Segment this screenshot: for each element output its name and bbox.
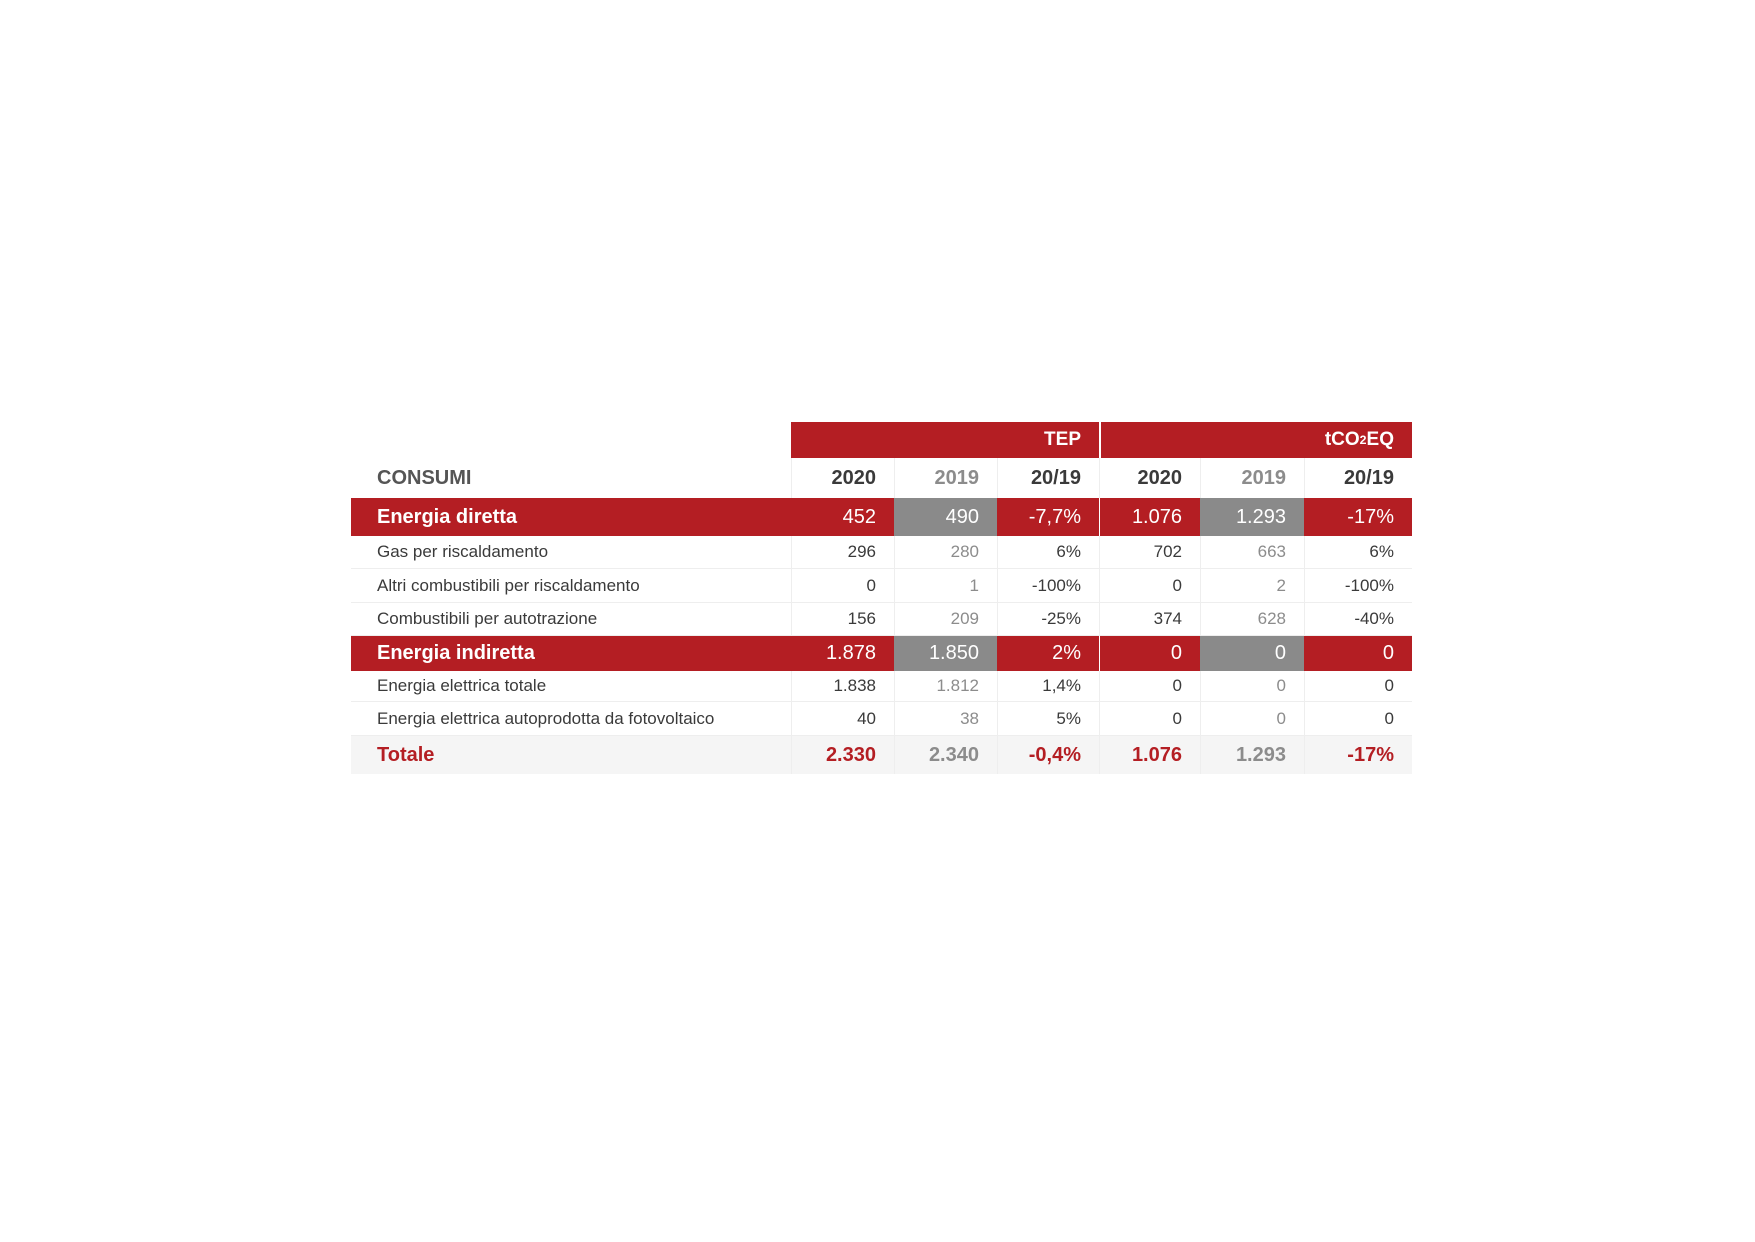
cell-value: -0,4%	[997, 736, 1099, 774]
cell-value: 1.076	[1099, 736, 1200, 774]
row-label: Gas per riscaldamento	[351, 536, 791, 569]
cell-value: 1.812	[894, 671, 997, 702]
column-header: 2019	[894, 458, 997, 498]
cell-value: 2.330	[791, 736, 894, 774]
cell-value: 1.293	[1200, 736, 1304, 774]
column-header: 2020	[1099, 458, 1200, 498]
row-label: Totale	[351, 736, 791, 774]
cell-value: 2%	[997, 636, 1099, 671]
row-label: Energia indiretta	[351, 636, 791, 671]
table-title: CONSUMI	[377, 466, 472, 489]
column-header: 2020	[791, 458, 894, 498]
cell-value: -100%	[997, 569, 1099, 603]
cell-value: 280	[894, 536, 997, 569]
cell-value: 6%	[1304, 536, 1412, 569]
cell-value: 0	[1099, 569, 1200, 603]
cell-value: 156	[791, 603, 894, 636]
cell-value: 0	[1304, 702, 1412, 736]
cell-value: 1.878	[791, 636, 894, 671]
cell-value: 0	[1200, 702, 1304, 736]
cell-value: 374	[1099, 603, 1200, 636]
cell-value: 0	[1304, 636, 1412, 671]
cell-value: -25%	[997, 603, 1099, 636]
group-label: tCO	[1324, 429, 1360, 450]
cell-value: 1,4%	[997, 671, 1099, 702]
cell-value: 1	[894, 569, 997, 603]
cell-value: 0	[1200, 671, 1304, 702]
cell-value: -40%	[1304, 603, 1412, 636]
group-label: EQ	[1366, 429, 1394, 450]
cell-value: 1.850	[894, 636, 997, 671]
cell-value: 0	[791, 569, 894, 603]
cell-value: 452	[791, 498, 894, 536]
cell-value: 296	[791, 536, 894, 569]
group-header: tCO 2 EQ	[1099, 422, 1412, 458]
cell-value: 1.076	[1099, 498, 1200, 536]
cell-value: 490	[894, 498, 997, 536]
cell-value: 628	[1200, 603, 1304, 636]
cell-value: 1.838	[791, 671, 894, 702]
row-label: Altri combustibili per riscaldamento	[351, 569, 791, 603]
cell-value: 0	[1099, 671, 1200, 702]
cell-value: 209	[894, 603, 997, 636]
group-header: TEP	[791, 422, 1099, 458]
cell-value: 40	[791, 702, 894, 736]
cell-value: 2.340	[894, 736, 997, 774]
row-label: Energia elettrica totale	[351, 671, 791, 702]
cell-value: 0	[1304, 671, 1412, 702]
cell-value: -17%	[1304, 736, 1412, 774]
cell-value: 0	[1099, 702, 1200, 736]
cell-value: 38	[894, 702, 997, 736]
cell-value: 0	[1099, 636, 1200, 671]
cell-value: 702	[1099, 536, 1200, 569]
cell-value: 2	[1200, 569, 1304, 603]
cell-value: 663	[1200, 536, 1304, 569]
column-header: 20/19	[1304, 458, 1412, 498]
cell-value: 5%	[997, 702, 1099, 736]
cell-value: 1.293	[1200, 498, 1304, 536]
row-label: Combustibili per autotrazione	[351, 603, 791, 636]
group-label: TEP	[1044, 429, 1081, 450]
cell-value: 0	[1200, 636, 1304, 671]
row-label: Energia elettrica autoprodotta da fotovo…	[351, 702, 791, 736]
cell-value: 6%	[997, 536, 1099, 569]
cell-value: -17%	[1304, 498, 1412, 536]
cell-value: -100%	[1304, 569, 1412, 603]
column-header: 2019	[1200, 458, 1304, 498]
cell-value: -7,7%	[997, 498, 1099, 536]
column-header: 20/19	[997, 458, 1099, 498]
row-label: Energia diretta	[351, 498, 791, 536]
